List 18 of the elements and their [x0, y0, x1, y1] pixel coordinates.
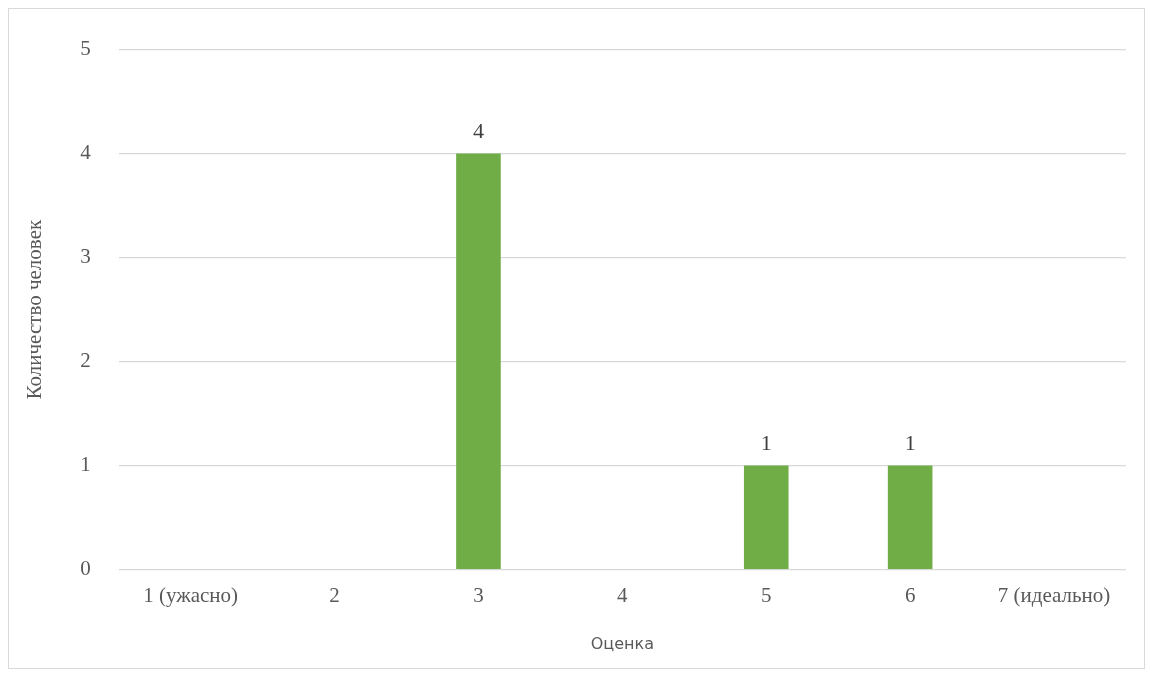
x-axis-title: Оценка — [590, 633, 654, 653]
data-label: 1 — [904, 430, 916, 456]
x-tick-label: 3 — [473, 582, 484, 607]
x-tick-label: 5 — [761, 582, 772, 607]
y-tick-label: 4 — [80, 140, 92, 165]
y-tick-label: 1 — [80, 452, 91, 477]
y-tick-label: 3 — [80, 244, 91, 269]
data-label: 4 — [472, 118, 484, 144]
y-tick-label: 5 — [80, 36, 91, 61]
y-tick-label: 0 — [80, 556, 91, 581]
x-tick-label: 4 — [617, 582, 629, 607]
x-tick-label: 2 — [329, 582, 340, 607]
y-tick-label: 2 — [80, 348, 91, 373]
x-tick-label: 7 (идеально) — [997, 582, 1111, 607]
data-label: 1 — [760, 430, 772, 456]
x-tick-label: 1 (ужасно) — [143, 582, 239, 607]
y-axis-title: Количество человек — [22, 219, 47, 400]
x-tick-label: 6 — [904, 582, 916, 607]
